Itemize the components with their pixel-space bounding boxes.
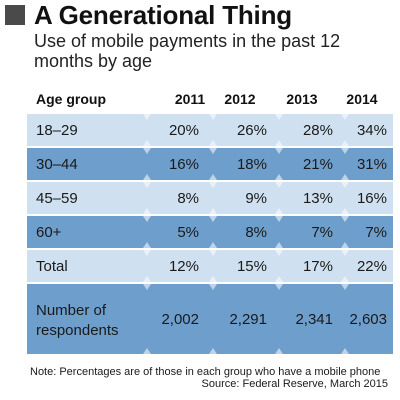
table-cell-value: 20% xyxy=(169,122,199,139)
table-cell-value: 2,002 xyxy=(161,311,199,328)
table-row-background xyxy=(27,216,393,248)
table-cell-value: 34% xyxy=(357,122,387,139)
column-header-age-group: Age group xyxy=(36,91,106,107)
row-label: 45–59 xyxy=(36,190,78,207)
table-row-background xyxy=(27,148,393,180)
table-cell-value: 28% xyxy=(303,122,333,139)
row-label: 18–29 xyxy=(36,122,78,139)
table-cell-value: 9% xyxy=(245,190,267,207)
table-cell-value: 5% xyxy=(177,224,199,241)
table-cell-value: 2,341 xyxy=(295,311,333,328)
table-row-background xyxy=(27,250,393,282)
source-credit: Source: Federal Reserve, March 2015 xyxy=(201,378,388,390)
table-cell-value: 7% xyxy=(365,224,387,241)
table-cell-value: 21% xyxy=(303,156,333,173)
table-svg: Age group 2011 2012 2013 2014 18–29 20% 26% 28% 3… xyxy=(27,91,393,354)
table-cell-value: 15% xyxy=(237,258,267,275)
table-cell-value: 13% xyxy=(303,190,333,207)
table-cell-value: 12% xyxy=(169,258,199,275)
chart-subtitle: Use of mobile payments in the past 12 mo… xyxy=(34,31,341,71)
title-marker xyxy=(5,5,25,25)
table-row-background xyxy=(27,284,393,354)
chart-title: A Generational Thing xyxy=(34,0,292,30)
column-header-2013: 2013 xyxy=(286,91,317,107)
table-row-background xyxy=(27,182,393,214)
table-cell-value: 26% xyxy=(237,122,267,139)
column-header-2011: 2011 xyxy=(175,91,206,107)
table-cell-value: 17% xyxy=(303,258,333,275)
table-cell-value: 7% xyxy=(311,224,333,241)
row-label: 30–44 xyxy=(36,156,78,173)
table-row-background xyxy=(27,114,393,146)
table-cell-value: 16% xyxy=(357,190,387,207)
table-cell-value: 8% xyxy=(177,190,199,207)
footnote: Note: Percentages are of those in each g… xyxy=(30,366,381,378)
column-header-2012: 2012 xyxy=(224,91,255,107)
table-cell-value: 8% xyxy=(245,224,267,241)
row-label-line: Number of xyxy=(36,302,107,319)
data-table: Age group 2011 2012 2013 2014 18–29 20% 26% 28% 3… xyxy=(27,84,393,360)
table-cell-value: 22% xyxy=(357,258,387,275)
table-cell-value: 2,291 xyxy=(229,311,267,328)
table-cell-value: 31% xyxy=(357,156,387,173)
row-label: 60+ xyxy=(36,224,62,241)
row-label-line: respondents xyxy=(36,322,119,339)
table-cell-value: 16% xyxy=(169,156,199,173)
row-label: Total xyxy=(36,258,68,275)
column-header-2014: 2014 xyxy=(346,91,377,107)
table-cell-value: 2,603 xyxy=(349,311,387,328)
table-cell-value: 18% xyxy=(237,156,267,173)
